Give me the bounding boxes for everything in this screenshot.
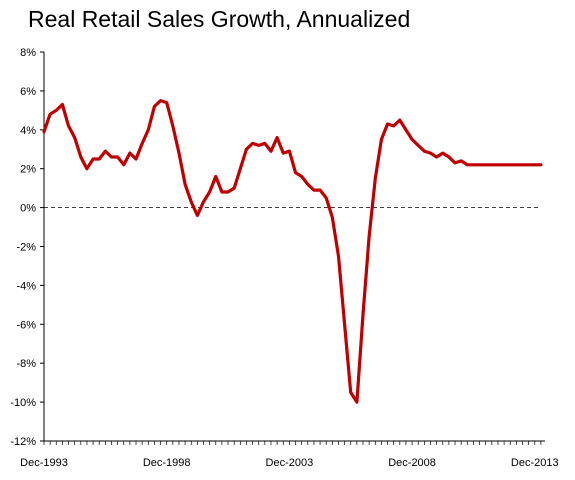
y-tick-label: 2% (20, 164, 36, 176)
series-layer (42, 98, 543, 404)
y-tick-label: -10% (10, 397, 36, 409)
y-tick-label: -8% (16, 358, 36, 370)
y-tick-label: 6% (20, 86, 36, 98)
y-tick-label: 8% (20, 47, 36, 59)
axes (40, 51, 545, 445)
y-tick-label: 4% (20, 125, 36, 137)
x-tick-label: Dec-1993 (20, 457, 68, 469)
chart-title: Real Retail Sales Growth, Annualized (28, 6, 411, 32)
y-tick-label: -4% (16, 280, 36, 292)
x-tick-label: Dec-1998 (143, 457, 191, 469)
y-tick-label: -2% (16, 242, 36, 254)
x-tick-label: Dec-2008 (388, 457, 436, 469)
y-tick-label: -6% (16, 319, 36, 331)
y-tick-label: 0% (20, 203, 36, 215)
tick-labels: 8% 6% 4% 2% 0% -2% -4% -6% -8% -10% -12% Dec-1993 De… (10, 47, 558, 469)
series-line (42, 98, 543, 404)
x-tick-label: Dec-2003 (266, 457, 314, 469)
y-tick-label: -12% (10, 436, 36, 448)
x-tick-label: Dec-2013 (511, 457, 559, 469)
